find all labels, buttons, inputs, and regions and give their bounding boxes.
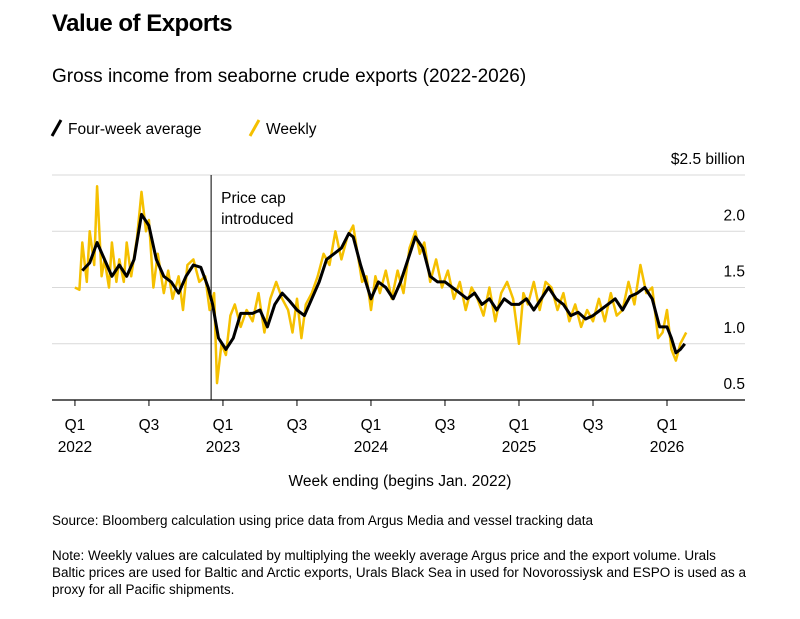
y-tick-label: 0.5 <box>723 376 745 393</box>
x-tick-label: Q3 <box>583 417 604 434</box>
chart: Four-week average Weekly 0.5 1.0 1.5 2.0 $2.5 … <box>50 119 745 490</box>
series-line <box>81 212 686 355</box>
annotation-text: Price cap <box>221 190 286 207</box>
note: Note: Weekly values are calculated by mu… <box>52 548 747 597</box>
x-tick-label: Q1 2023 <box>206 417 240 456</box>
x-tick-label: Q1 2025 <box>502 417 536 456</box>
y-tick-label: $2.5 billion <box>671 151 745 168</box>
x-axis-label: Week ending (begins Jan. 2022) <box>289 473 512 490</box>
x-tick-label: Q1 2022 <box>58 417 92 456</box>
y-tick-label: 1.5 <box>723 264 745 281</box>
chart-title: Value of Exports <box>52 10 233 37</box>
x-tick-label: Q3 <box>139 417 160 434</box>
annotation-text: introduced <box>221 211 293 228</box>
y-tick-label: 1.0 <box>723 320 745 337</box>
legend-label: Weekly <box>266 121 317 138</box>
source: Source: Bloomberg calculation using pric… <box>52 513 594 528</box>
x-tick-label: Q3 <box>287 417 308 434</box>
chart-subtitle: Gross income from seaborne crude exports… <box>52 66 527 87</box>
legend-swatch <box>50 119 63 137</box>
x-tick-label: Q1 2026 <box>650 417 684 456</box>
legend-label: Four-week average <box>68 121 202 138</box>
legend-swatch <box>248 119 261 137</box>
y-tick-label: 2.0 <box>723 207 745 224</box>
x-tick-label: Q1 2024 <box>354 417 389 456</box>
x-tick-label: Q3 <box>435 417 456 434</box>
